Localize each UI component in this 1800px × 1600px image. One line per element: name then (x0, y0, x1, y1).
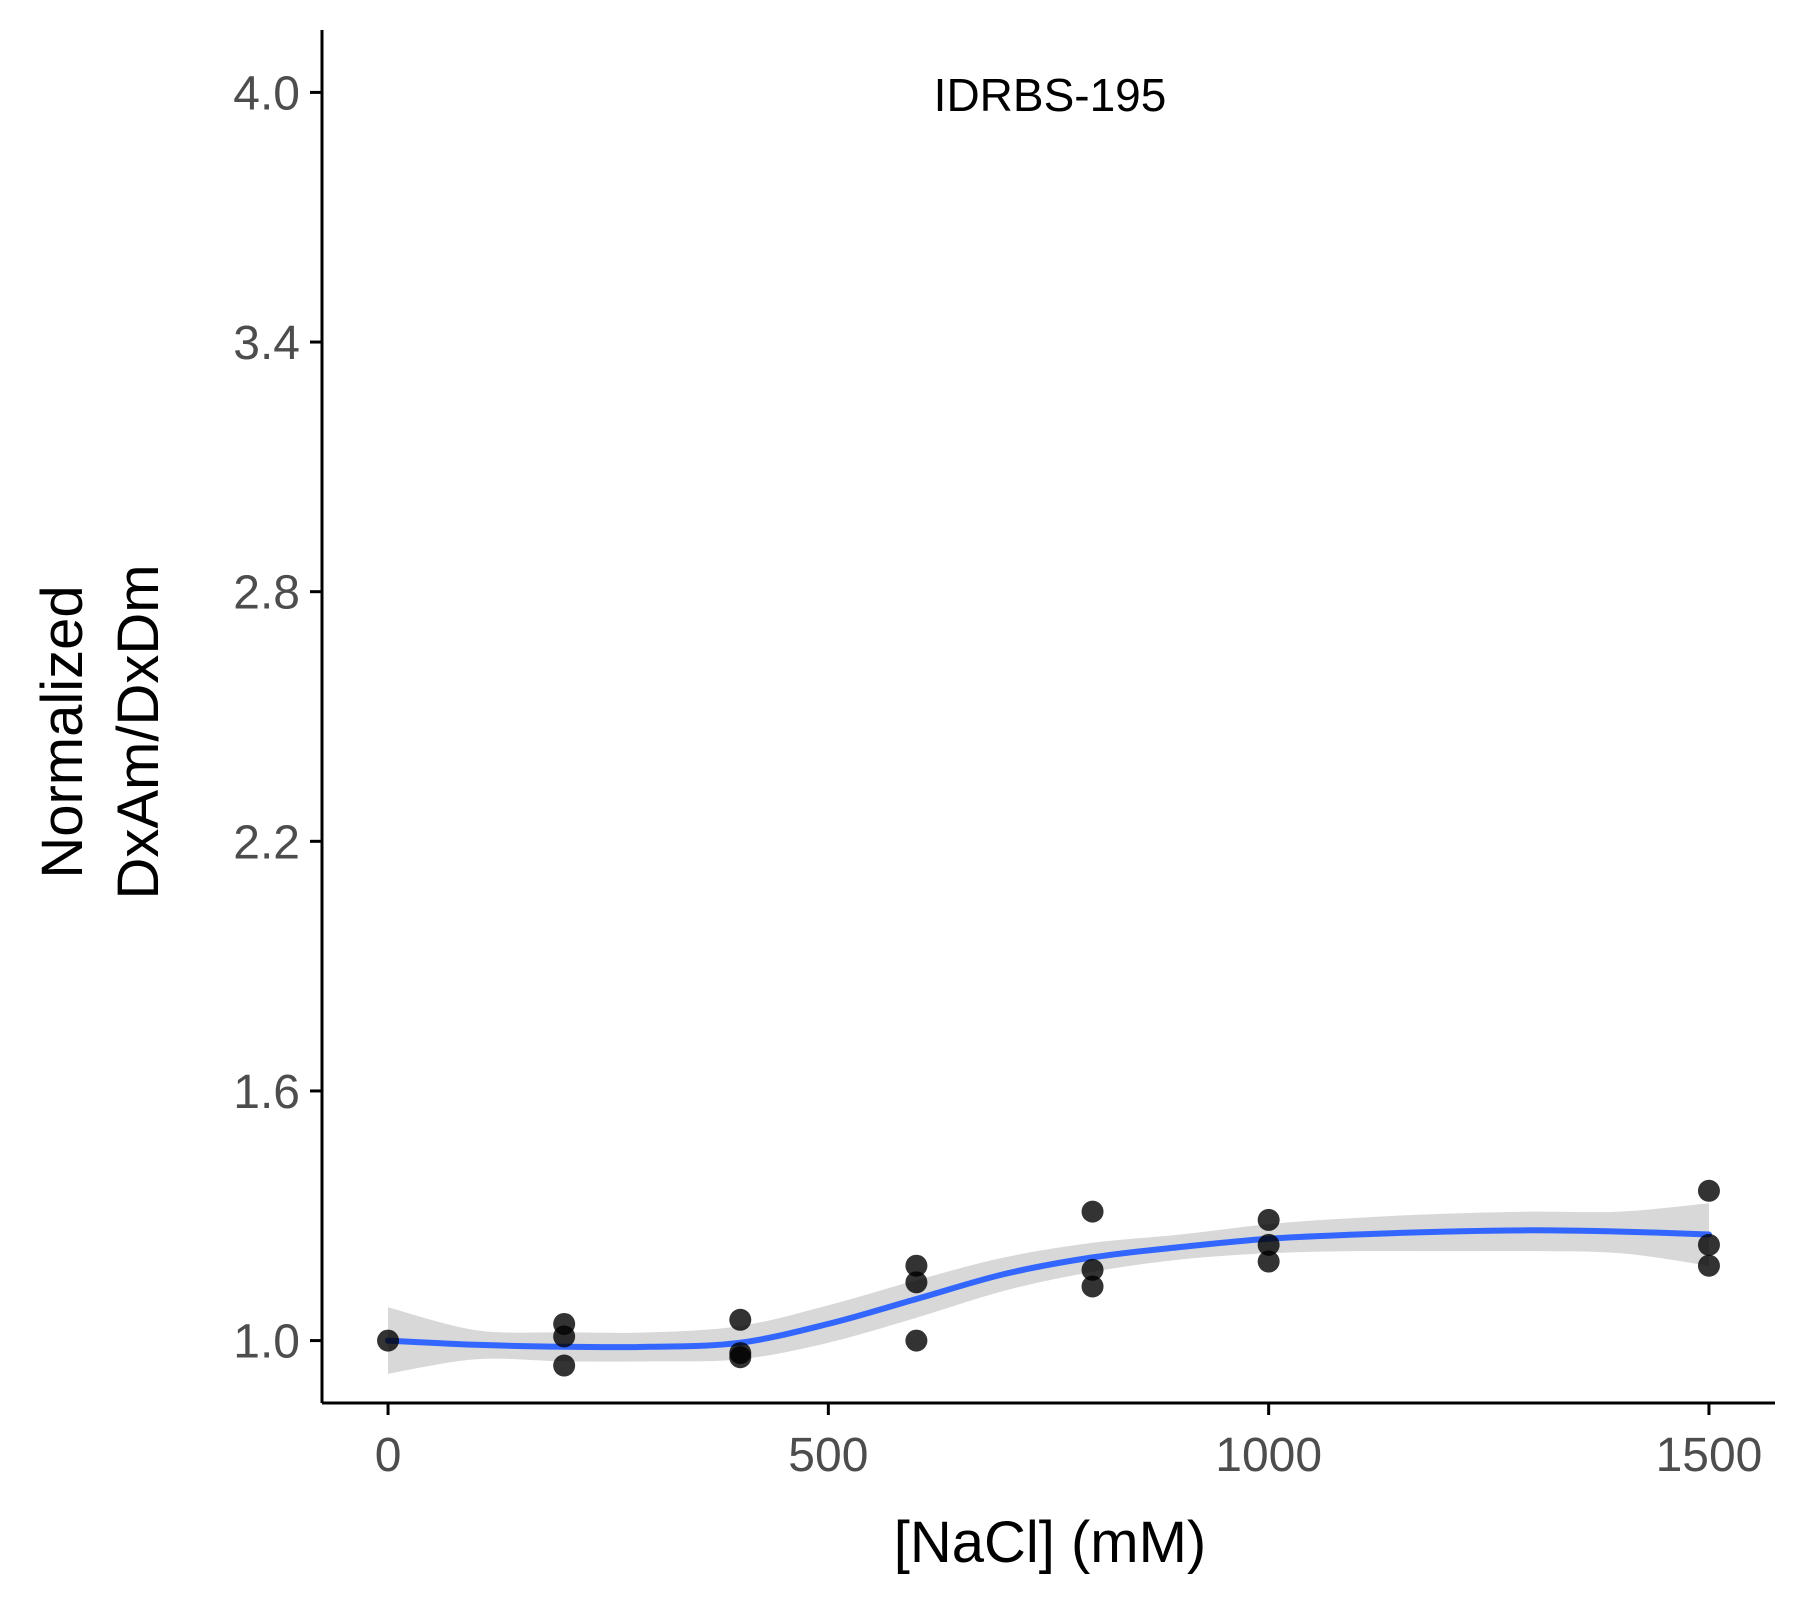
data-point (553, 1325, 576, 1348)
data-point (1257, 1250, 1280, 1273)
x-tick-label: 1500 (1656, 1429, 1763, 1482)
data-point (729, 1346, 752, 1369)
data-point (377, 1329, 400, 1352)
y-tick-label: 2.2 (233, 816, 300, 869)
data-point (1081, 1200, 1104, 1223)
smooth-line-layer (385, 1227, 1712, 1351)
x-tick-label: 500 (788, 1429, 868, 1482)
confidence-band (388, 1203, 1709, 1374)
y-ticks: 1.0 1.6 2.2 2.8 3.4 4.0 (233, 67, 322, 1369)
data-point (1081, 1275, 1104, 1298)
data-point (1257, 1233, 1280, 1256)
smooth-line (385, 1227, 1712, 1351)
axes-layer (320, 30, 1775, 1405)
data-point (905, 1254, 928, 1277)
data-point (1257, 1208, 1280, 1231)
x-ticks: 0 500 1000 1500 (375, 1403, 1763, 1482)
data-point (1697, 1254, 1720, 1277)
data-point (1697, 1179, 1720, 1202)
x-axis-title: [NaCl] (mM) (894, 1510, 1207, 1575)
points-layer (377, 1179, 1720, 1377)
data-point (553, 1354, 576, 1377)
data-point (905, 1329, 928, 1352)
y-tick-label: 1.0 (233, 1316, 300, 1369)
y-tick-label: 3.4 (233, 317, 300, 370)
y-axis-title-line-1: Normalized (30, 585, 95, 878)
y-tick-label: 1.6 (233, 1066, 300, 1119)
confidence-band-layer (388, 1203, 1709, 1374)
y-tick-label: 4.0 (233, 67, 300, 120)
data-point (905, 1271, 928, 1294)
y-axis-title-line-2: DxAm/DxDm (106, 564, 171, 899)
x-tick-label: 1000 (1215, 1429, 1322, 1482)
y-tick-label: 2.8 (233, 567, 300, 620)
data-point (1697, 1233, 1720, 1256)
data-point (729, 1308, 752, 1331)
chart-annotation: IDRBS-195 (934, 69, 1167, 121)
data-point (1081, 1258, 1104, 1281)
x-tick-label: 0 (375, 1429, 402, 1482)
